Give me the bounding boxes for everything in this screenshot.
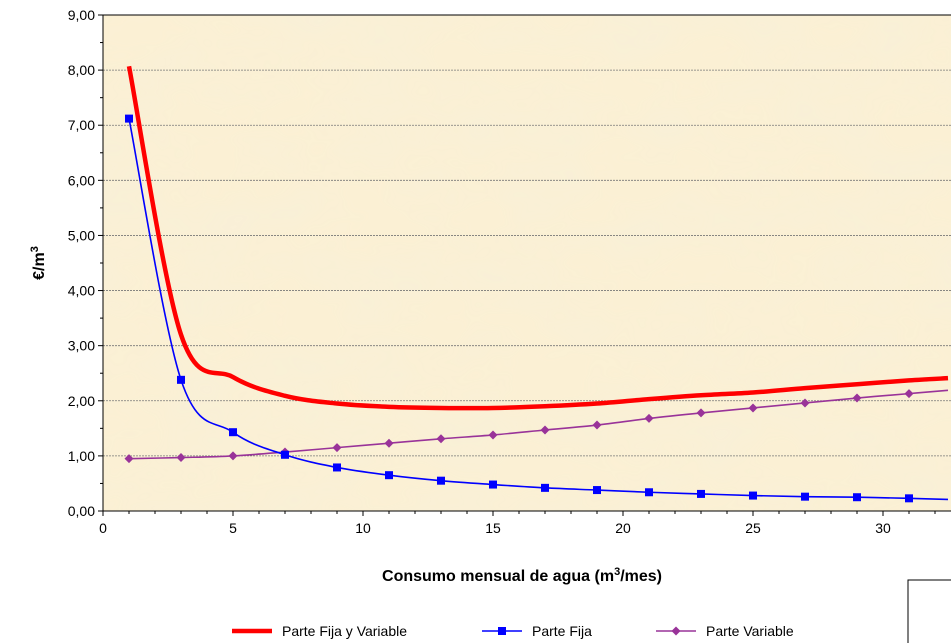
data-point-2-5: [384, 438, 394, 448]
data-point-1-15: [905, 494, 913, 503]
overlay-box: [907, 579, 951, 643]
y-tick-label-9: 9,00: [68, 7, 95, 23]
data-point-1-6: [437, 476, 445, 485]
series-line-0: [126, 65, 949, 411]
y-tick-label-1: 1,00: [68, 448, 95, 464]
data-point-2-13: [800, 398, 810, 408]
legend-label-2: Parte Variable: [706, 623, 794, 639]
data-point-1-5: [385, 471, 393, 480]
y-axis-title: €/m3: [29, 246, 48, 280]
data-point-1-2: [229, 428, 237, 437]
data-point-2-8: [540, 425, 550, 435]
x-axis-title-superscript: 3: [614, 566, 620, 578]
plot-area: [103, 15, 951, 511]
y-tick-label-8: 8,00: [68, 62, 95, 78]
data-point-1-14: [853, 493, 861, 502]
legend-label-1: Parte Fija: [532, 623, 592, 639]
y-tick-label-4: 4,00: [68, 283, 95, 299]
data-point-1-10: [645, 488, 653, 497]
data-point-1-12: [749, 491, 757, 500]
legend-swatch-marker-2: [671, 626, 681, 636]
x-tick-label-5: 25: [745, 520, 761, 536]
x-tick-label-1: 5: [229, 520, 237, 536]
data-point-2-0: [124, 454, 134, 464]
legend-item-0: Parte Fija y Variable: [232, 623, 407, 639]
data-point-2-12: [748, 403, 758, 413]
data-point-2-14: [852, 393, 862, 403]
data-point-2-11: [696, 408, 706, 418]
data-point-1-4: [333, 463, 341, 472]
data-point-2-15: [904, 389, 914, 399]
data-point-2-10: [644, 413, 654, 423]
data-point-1-8: [541, 483, 549, 492]
data-point-1-13: [801, 492, 809, 501]
x-tick-label-0: 0: [99, 520, 107, 536]
x-tick-label-6: 30: [875, 520, 891, 536]
legend-item-2: Parte Variable: [656, 623, 794, 639]
y-tick-label-0: 0,00: [68, 503, 95, 519]
legend-label-0: Parte Fija y Variable: [282, 623, 407, 639]
data-point-2-6: [436, 434, 446, 444]
data-point-1-0: [125, 114, 133, 123]
data-point-1-11: [697, 489, 705, 498]
y-tick-label-7: 7,00: [68, 117, 95, 133]
y-tick-label-6: 6,00: [68, 172, 95, 188]
data-point-2-9: [592, 420, 602, 430]
x-tick-label-4: 20: [615, 520, 631, 536]
data-point-2-4: [332, 443, 342, 453]
x-axis-ticks: 0 5 10 15 20 25 30: [99, 511, 936, 536]
data-point-2-1: [176, 453, 186, 463]
x-tick-label-3: 15: [485, 520, 501, 536]
x-axis-title: Consumo mensual de agua (m3/mes): [382, 566, 662, 585]
data-point-1-1: [177, 375, 185, 384]
data-point-1-9: [593, 486, 601, 495]
y-axis-ticks: 0,00 1,00 2,00 3,00 4,00 5,00 6,00 7,00 8,00 9,00: [68, 7, 103, 519]
legend: Parte Fija y Variable Parte Fija Parte Var…: [232, 623, 794, 639]
legend-swatch-marker-1: [498, 627, 506, 635]
y-tick-label-2: 2,00: [68, 393, 95, 409]
y-tick-label-3: 3,00: [68, 338, 95, 354]
y-axis-title-superscript: 3: [29, 246, 41, 252]
data-point-1-7: [489, 480, 497, 489]
series-layer: [124, 65, 949, 503]
data-point-1-3: [281, 450, 289, 459]
data-point-2-2: [228, 451, 238, 461]
series-1: [125, 114, 949, 503]
legend-item-1: Parte Fija: [482, 623, 592, 639]
series-0: [126, 65, 949, 411]
x-tick-label-2: 10: [355, 520, 371, 536]
plot-texture: [103, 15, 951, 511]
y-tick-label-5: 5,00: [68, 227, 95, 243]
data-point-2-7: [488, 430, 498, 440]
